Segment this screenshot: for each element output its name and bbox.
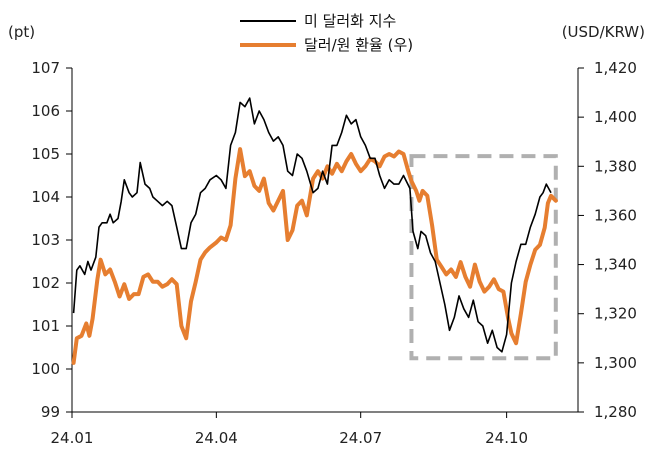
left-tick-label: 101 xyxy=(31,317,60,335)
legend-label-dollar-index: 미 달러화 지수 xyxy=(304,12,396,30)
right-tick-label: 1,340 xyxy=(594,256,637,274)
left-tick-label: 99 xyxy=(41,403,60,421)
right-axis-ticks: 1,280 1,300 1,320 1,340 1,360 1,380 1,400 1,420 xyxy=(578,59,637,421)
right-tick-label: 1,300 xyxy=(594,354,637,372)
series-line-dollar-index xyxy=(72,97,552,353)
left-tick-label: 107 xyxy=(31,59,60,77)
left-tick-label: 102 xyxy=(31,274,60,292)
left-axis-unit: (pt) xyxy=(8,23,35,41)
left-tick-label: 105 xyxy=(31,145,60,163)
left-tick-label: 104 xyxy=(31,188,60,206)
left-tick-label: 106 xyxy=(31,102,60,120)
x-axis-ticks: 24.01 24.04 24.07 24.10 xyxy=(51,412,528,447)
right-tick-label: 1,280 xyxy=(594,403,637,421)
right-tick-label: 1,360 xyxy=(594,206,637,224)
left-tick-label: 100 xyxy=(31,360,60,378)
left-axis-ticks: 99 100 101 102 103 104 105 106 107 xyxy=(31,59,72,421)
left-tick-label: 103 xyxy=(31,231,60,249)
x-tick-label: 24.04 xyxy=(195,429,238,447)
right-tick-label: 1,400 xyxy=(594,108,637,126)
x-tick-label: 24.07 xyxy=(339,429,382,447)
right-tick-label: 1,420 xyxy=(594,59,637,77)
highlight-box xyxy=(409,154,558,361)
legend: 미 달러화 지수 달러/원 환율 (우) xyxy=(240,12,413,54)
x-tick-label: 24.10 xyxy=(485,429,528,447)
right-tick-label: 1,380 xyxy=(594,157,637,175)
x-tick-label: 24.01 xyxy=(51,429,94,447)
series-line-usdkrw xyxy=(71,147,558,365)
right-tick-label: 1,320 xyxy=(594,305,637,323)
legend-label-usdkrw: 달러/원 환율 (우) xyxy=(304,36,413,54)
right-axis-unit: (USD/KRW) xyxy=(562,23,645,41)
